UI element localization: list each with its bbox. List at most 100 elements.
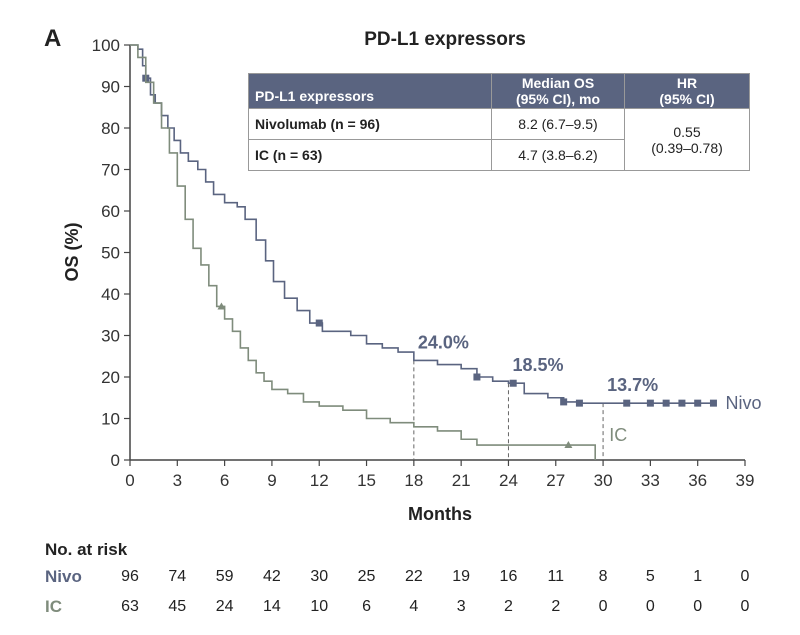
- series-end-label-ic: IC: [609, 425, 627, 445]
- risk-cell: 1: [693, 568, 703, 585]
- risk-cell: 42: [263, 568, 281, 585]
- risk-cell: 10: [310, 598, 329, 615]
- risk-cell: 45: [168, 598, 187, 615]
- risk-cell: 0: [645, 598, 655, 615]
- panel-label: A: [44, 25, 61, 52]
- table-row-nivo-median: 8.2 (6.7–9.5): [491, 108, 625, 140]
- table-hr-ci: (0.39–0.78): [651, 139, 723, 156]
- risk-cell: 4: [409, 598, 419, 615]
- y-tick-label: 30: [101, 327, 120, 346]
- risk-cell: 16: [499, 568, 518, 585]
- survival-curves: Nivo IC: [130, 44, 761, 460]
- risk-cell: 14: [263, 598, 281, 615]
- table-row-ic-label: IC (n = 63): [248, 139, 492, 171]
- risk-label-nivo: Nivo: [45, 567, 82, 586]
- annotation-lines: [413, 360, 604, 460]
- risk-cell: 11: [547, 568, 565, 585]
- y-tick-label: 70: [101, 161, 120, 180]
- risk-cell: 63: [121, 598, 139, 615]
- censor-mark: [509, 379, 517, 387]
- censor-mark: [678, 399, 686, 407]
- x-tick-label: 30: [594, 471, 613, 490]
- x-tick-label: 21: [452, 471, 471, 490]
- chart-title: PD-L1 expressors: [364, 29, 526, 50]
- risk-cell: 25: [357, 568, 376, 585]
- risk-title: No. at risk: [45, 540, 128, 559]
- censor-mark: [315, 319, 323, 327]
- table-header-group: PD-L1 expressors: [248, 73, 492, 109]
- x-tick-label: 9: [267, 471, 276, 490]
- table-hr-value: 0.55: [673, 123, 701, 140]
- risk-cell: 59: [215, 568, 234, 585]
- table-header-hr-line2: (95% CI): [659, 91, 715, 107]
- censor-mark: [694, 399, 702, 407]
- risk-cell: 5: [645, 568, 655, 585]
- censor-mark: [564, 441, 573, 449]
- risk-cell: 6: [362, 598, 371, 615]
- annotation-label: 13.7%: [607, 375, 658, 395]
- annotation-label: 24.0%: [418, 332, 469, 352]
- y-tick-label: 90: [101, 78, 120, 97]
- risk-cell: 2: [504, 598, 513, 615]
- x-tick-label: 15: [357, 471, 376, 490]
- x-tick-label: 27: [546, 471, 565, 490]
- axes: 0 3 6 9 12 15 18 21 24 27 30 33 36 390102030405060708…: [92, 36, 755, 490]
- median-os-table: PD-L1 expressors Median OS (95% CI), mo …: [248, 73, 750, 171]
- censor-mark: [623, 399, 631, 407]
- table-header-median: Median OS (95% CI), mo: [491, 73, 625, 109]
- censor-mark: [646, 399, 654, 407]
- risk-cell: 0: [598, 598, 608, 615]
- risk-cell: 3: [456, 598, 466, 615]
- table-header-median-line1: Median OS: [521, 75, 595, 91]
- series-end-label-nivo: Nivo: [725, 393, 761, 413]
- censor-mark: [473, 373, 481, 381]
- risk-label-ic: IC: [45, 597, 62, 616]
- table-row-nivo-label: Nivolumab (n = 96): [248, 108, 492, 140]
- km-curve-ic: [130, 44, 596, 460]
- risk-cell: 0: [740, 568, 750, 585]
- table-hr-cell: 0.55 (0.39–0.78): [624, 108, 750, 171]
- x-tick-label: 3: [173, 471, 182, 490]
- table-header-hr-line1: HR: [676, 75, 698, 91]
- km-chart: A PD-L1 expressors 0 3 6 9 12 15 18 21 24 27 30 33 3…: [44, 25, 761, 524]
- y-tick-label: 40: [101, 285, 120, 304]
- y-tick-label: 100: [92, 36, 120, 55]
- x-tick-label: 6: [220, 471, 229, 490]
- y-tick-label: 50: [101, 244, 120, 263]
- annotations: 24.0% 18.5% 13.7%: [418, 332, 658, 395]
- censor-mark: [217, 302, 226, 310]
- km-curve-nivo: [130, 44, 714, 404]
- y-tick-label: 10: [101, 410, 120, 429]
- x-tick-label: 12: [310, 471, 329, 490]
- y-tick-label: 20: [101, 368, 120, 387]
- risk-cell: 0: [740, 598, 750, 615]
- x-tick-label: 24: [499, 471, 518, 490]
- risk-cell: 0: [693, 598, 703, 615]
- x-tick-label: 33: [641, 471, 660, 490]
- y-tick-label: 80: [101, 119, 120, 138]
- risk-cell: 96: [121, 568, 139, 585]
- censor-mark: [575, 399, 583, 407]
- y-tick-label: 60: [101, 202, 120, 221]
- table-row-ic-median: 4.7 (3.8–6.2): [491, 139, 625, 171]
- censor-mark: [560, 398, 568, 406]
- x-tick-label: 39: [736, 471, 755, 490]
- annotation-label: 18.5%: [512, 355, 563, 375]
- table-header-hr: HR (95% CI): [624, 73, 750, 109]
- table-header-median-line2: (95% CI), mo: [515, 91, 600, 107]
- censor-mark: [662, 399, 670, 407]
- risk-cell: 19: [452, 568, 471, 585]
- risk-cell: 24: [215, 598, 234, 615]
- x-tick-label: 0: [125, 471, 134, 490]
- risk-cell: 30: [310, 568, 329, 585]
- risk-cell: 74: [168, 568, 187, 585]
- risk-cell: 8: [598, 568, 608, 585]
- x-tick-label: 18: [404, 471, 423, 490]
- risk-cell: 22: [404, 568, 423, 585]
- x-axis-label: Months: [408, 504, 472, 524]
- x-tick-label: 36: [688, 471, 707, 490]
- censor-mark: [709, 399, 717, 407]
- y-tick-label: 0: [111, 451, 120, 470]
- risk-cell: 2: [551, 598, 561, 615]
- y-axis-label: OS (%): [62, 222, 82, 281]
